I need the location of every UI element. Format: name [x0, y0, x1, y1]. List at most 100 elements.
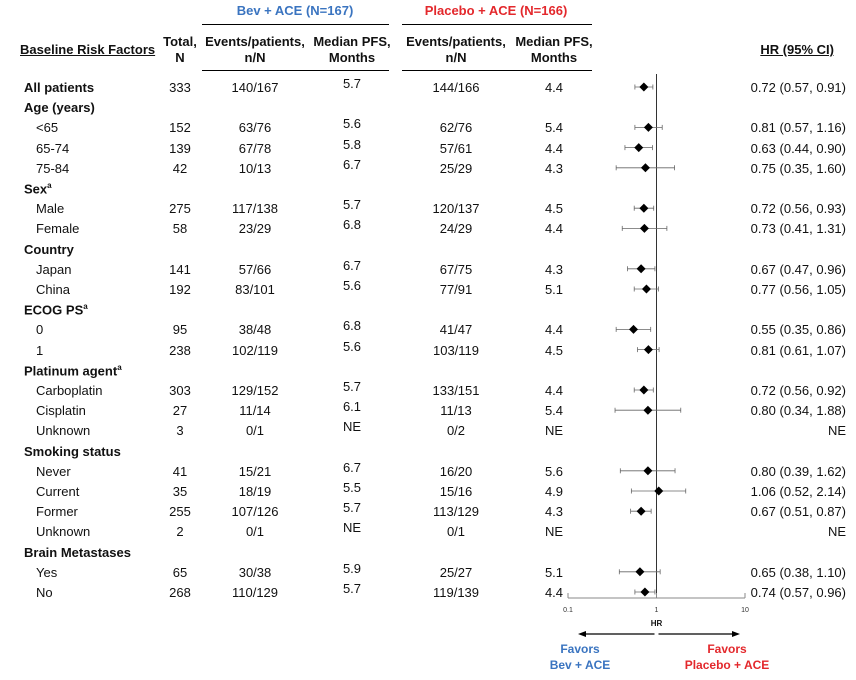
row-label-text: 75-84: [36, 160, 70, 176]
bev-pfs-header: Median PFS, Months: [307, 34, 397, 66]
pl-pfs-cell: 4.5: [544, 201, 564, 217]
pl-events-header-line1: Events/patients,: [406, 34, 506, 49]
total-cell: 3: [176, 423, 184, 439]
pl-pfs-cell: 4.9: [544, 484, 564, 499]
bev-pfs-cell: 5.7: [342, 76, 362, 91]
pl-events-header-line2: n/N: [445, 50, 467, 65]
bev-events-cell: 117/138: [231, 201, 279, 217]
bev-events-cell: 140/167: [231, 80, 279, 95]
total-cell: 139: [169, 140, 191, 156]
pl-events-cell: 119/139: [432, 585, 480, 600]
footnote-marker: a: [47, 181, 52, 190]
hr-point: [639, 385, 649, 395]
total-cell: 268: [169, 585, 191, 600]
row-label: Cisplatin: [36, 403, 86, 418]
row-label: Current: [36, 484, 79, 499]
pl-events-cell: 25/29: [439, 160, 473, 176]
bev-events-cell: 38/48: [238, 322, 272, 338]
bev-header-rule: [202, 70, 389, 71]
hr-text-cell: 0.73 (0.41, 1.31): [750, 221, 846, 237]
bev-events-cell: 83/101: [235, 282, 275, 297]
total-cell: 255: [169, 504, 191, 520]
row-label-text: Smoking status: [24, 443, 121, 459]
pl-events-cell: 144/166: [432, 80, 480, 95]
pl-events-cell: 25/27: [439, 564, 473, 580]
pl-events-cell: 11/13: [440, 403, 472, 419]
row-label-text: All patients: [24, 80, 95, 95]
hr-text-cell: 0.77 (0.56, 1.05): [750, 282, 846, 297]
bev-pfs-cell: 6.7: [342, 257, 362, 273]
pl-events-cell: 103/119: [432, 342, 480, 358]
pl-pfs-cell: NE: [544, 423, 564, 439]
total-cell: 27: [172, 403, 188, 419]
bev-events-cell: 11/14: [239, 403, 271, 419]
bev-pfs-header-line1: Median PFS,: [313, 34, 391, 49]
bev-events-cell: 15/21: [238, 463, 272, 479]
row-label-text: <65: [36, 120, 59, 136]
row-label-text: Yes: [36, 564, 58, 580]
favors-left-arrowhead: [578, 631, 586, 637]
hr-text-cell: 0.72 (0.56, 0.92): [750, 383, 846, 398]
row-label: No: [36, 585, 53, 600]
hr-text-cell: 0.67 (0.47, 0.96): [750, 261, 846, 277]
bev-events-cell: 63/76: [238, 120, 272, 136]
row-label-text: 0: [36, 322, 44, 338]
pl-events-cell: 77/91: [439, 282, 473, 297]
favors-right-arrowhead: [732, 631, 740, 637]
total-header-line2: N: [175, 50, 185, 65]
bev-events-header-line1: Events/patients,: [205, 34, 305, 49]
bev-pfs-cell: 5.6: [342, 116, 362, 132]
x-tick-label: 1: [655, 607, 659, 614]
row-label-text: 65-74: [36, 140, 70, 156]
placebo-arm-rule: [402, 24, 592, 25]
hr-point: [640, 587, 650, 597]
hr-text-cell: 0.80 (0.34, 1.88): [750, 403, 846, 419]
row-label: Unknown: [36, 524, 90, 539]
hr-text-cell: 0.63 (0.44, 0.90): [750, 140, 846, 156]
pl-events-cell: 16/20: [439, 463, 473, 479]
row-label-text: Never: [36, 463, 71, 479]
hr-point: [636, 506, 646, 516]
bev-pfs-cell: NE: [342, 520, 362, 536]
pl-pfs-cell: 5.6: [544, 463, 564, 479]
footnote-marker: a: [117, 362, 122, 372]
row-label: Yes: [36, 565, 57, 580]
total-cell: 152: [169, 120, 191, 136]
bev-pfs-cell: 6.8: [342, 217, 362, 233]
pl-events-cell: 113/129: [432, 504, 480, 520]
pl-events-cell: 15/16: [439, 484, 473, 499]
hr-text-cell: NE: [827, 524, 846, 540]
row-label-text: Unknown: [36, 423, 91, 439]
pl-pfs-header-line1: Median PFS,: [515, 34, 593, 49]
total-cell: 192: [169, 282, 191, 297]
hr-point: [643, 122, 653, 132]
bev-pfs-cell: 5.5: [342, 480, 362, 495]
row-label-text: Brain Metastases: [24, 544, 131, 560]
bev-events-cell: 67/78: [238, 140, 272, 156]
bev-events-cell: 57/66: [238, 261, 272, 277]
row-label-text: Age (years): [24, 100, 95, 116]
total-cell: 2: [176, 524, 184, 540]
hr-text-cell: 0.65 (0.38, 1.10): [750, 564, 846, 580]
pl-events-cell: 57/61: [439, 140, 473, 156]
total-cell: 41: [172, 463, 188, 479]
bev-pfs-cell: 5.7: [342, 197, 362, 213]
group-label: Platinum agenta: [24, 363, 122, 378]
pl-events-cell: 0/2: [446, 423, 466, 439]
row-label-text: Unknown: [36, 524, 91, 540]
favors-left-line1: Favors: [560, 642, 600, 656]
hr-point: [639, 203, 649, 213]
group-label: Sexa: [24, 181, 52, 196]
bev-pfs-cell: 6.1: [342, 399, 362, 415]
total-cell: 95: [172, 322, 188, 338]
hr-point: [643, 345, 653, 355]
total-cell: 333: [169, 80, 191, 95]
hr-point: [643, 405, 653, 415]
row-label-text: Japan: [36, 261, 72, 277]
pl-pfs-cell: 4.4: [544, 80, 564, 95]
hr-text-cell: 0.80 (0.39, 1.62): [750, 463, 846, 479]
hr-text-cell: 0.74 (0.57, 0.96): [750, 585, 846, 600]
row-label: Carboplatin: [36, 383, 103, 398]
row-label: 1: [36, 343, 43, 358]
pl-pfs-cell: 4.4: [544, 140, 564, 156]
